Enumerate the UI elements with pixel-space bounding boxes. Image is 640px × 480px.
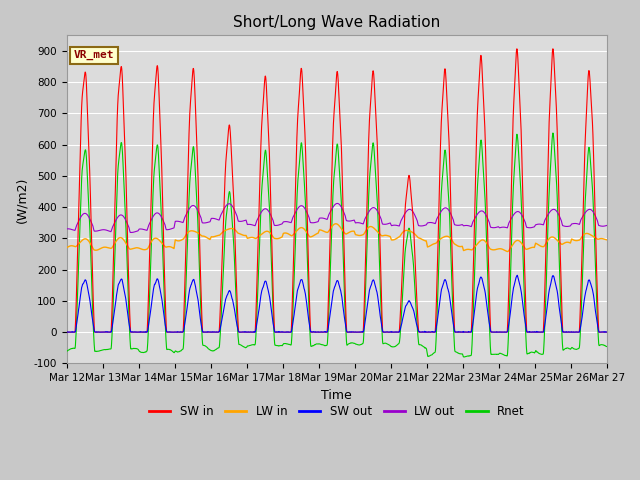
Text: VR_met: VR_met [74,50,114,60]
X-axis label: Time: Time [321,389,352,402]
Title: Short/Long Wave Radiation: Short/Long Wave Radiation [233,15,440,30]
Legend: SW in, LW in, SW out, LW out, Rnet: SW in, LW in, SW out, LW out, Rnet [144,401,529,423]
Y-axis label: (W/m2): (W/m2) [15,176,28,223]
